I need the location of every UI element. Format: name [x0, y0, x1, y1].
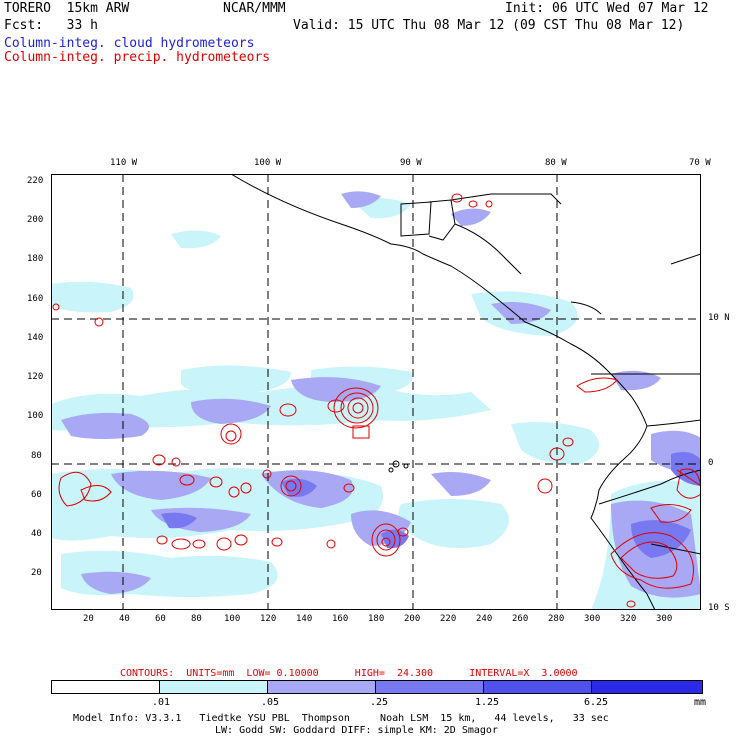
init-time: Init: 06 UTC Wed 07 Mar 12: [505, 1, 709, 16]
model-title: TORERO 15km ARW: [4, 1, 130, 16]
x-tick: 260: [512, 614, 529, 624]
field-precip-label: Column-integ. precip. hydrometeors: [4, 50, 271, 65]
colorbar-swatch: [159, 680, 268, 694]
colorbar-label: 1.25: [475, 697, 500, 708]
lon-label-80w: 80 W: [545, 158, 567, 168]
lon-label-110w: 110 W: [110, 158, 138, 168]
colorbar-label: 6.25: [584, 697, 609, 708]
colorbar-swatch: [51, 680, 160, 694]
lon-label-70w: 70 W: [689, 158, 711, 168]
colorbar-swatch: [483, 680, 592, 694]
valid-time: Valid: 15 UTC Thu 08 Mar 12 (09 CST Thu …: [293, 18, 685, 33]
x-tick: 80: [191, 614, 202, 624]
y-tick: 180: [27, 254, 44, 264]
x-tick: 160: [332, 614, 349, 624]
x-tick: 300: [584, 614, 601, 624]
x-tick: 60: [155, 614, 166, 624]
lat-label-10n: 10 N: [708, 313, 730, 323]
x-tick: 200: [404, 614, 421, 624]
x-tick: 20: [83, 614, 94, 624]
x-tick: 180: [368, 614, 385, 624]
lon-label-100w: 100 W: [254, 158, 282, 168]
colorbar-units: mm: [694, 697, 707, 708]
coastlines: [230, 174, 701, 610]
x-tick: 140: [296, 614, 313, 624]
model-info-line1: Model Info: V3.3.1 Tiedtke YSU PBL Thomp…: [73, 713, 609, 724]
y-tick: 220: [27, 176, 44, 186]
y-tick: 60: [31, 490, 42, 500]
org-label: NCAR/MMM: [223, 1, 286, 16]
colorbar-label: .05: [261, 697, 280, 708]
lon-label-90w: 90 W: [400, 158, 422, 168]
x-tick: 220: [440, 614, 457, 624]
colorbar-swatch: [591, 680, 703, 694]
colorbar-label: .25: [370, 697, 389, 708]
contours-info: CONTOURS: UNITS=mm LOW= 0.10000 HIGH= 24…: [120, 668, 578, 679]
forecast-hour: Fcst: 33 h: [4, 18, 98, 33]
field-cloud-label: Column-integ. cloud hydrometeors: [4, 36, 255, 51]
y-tick: 140: [27, 333, 44, 343]
x-tick: 280: [548, 614, 565, 624]
x-tick: 240: [476, 614, 493, 624]
x-tick: 120: [260, 614, 277, 624]
lat-label-0: 0: [708, 458, 714, 468]
x-tick: 100: [224, 614, 241, 624]
y-tick: 20: [31, 568, 42, 578]
precip-contours: [52, 193, 701, 608]
x-tick: 320: [620, 614, 637, 624]
lat-label-10s: 10 S: [708, 603, 730, 613]
model-info-line2: LW: Godd SW: Goddard DIFF: simple KM: 2D…: [215, 725, 498, 736]
colorbar-swatch: [375, 680, 484, 694]
y-tick: 200: [27, 215, 44, 225]
y-tick: 160: [27, 294, 44, 304]
y-tick: 40: [31, 529, 42, 539]
latlon-grid: [51, 174, 701, 610]
y-tick: 100: [27, 411, 44, 421]
y-tick: 120: [27, 372, 44, 382]
colorbar-swatch: [267, 680, 376, 694]
colorbar: [51, 680, 703, 694]
y-tick: 80: [31, 451, 42, 461]
x-tick: 300: [656, 614, 673, 624]
forecast-map: [51, 174, 701, 610]
x-tick: 40: [119, 614, 130, 624]
colorbar-label: .01: [152, 697, 171, 708]
